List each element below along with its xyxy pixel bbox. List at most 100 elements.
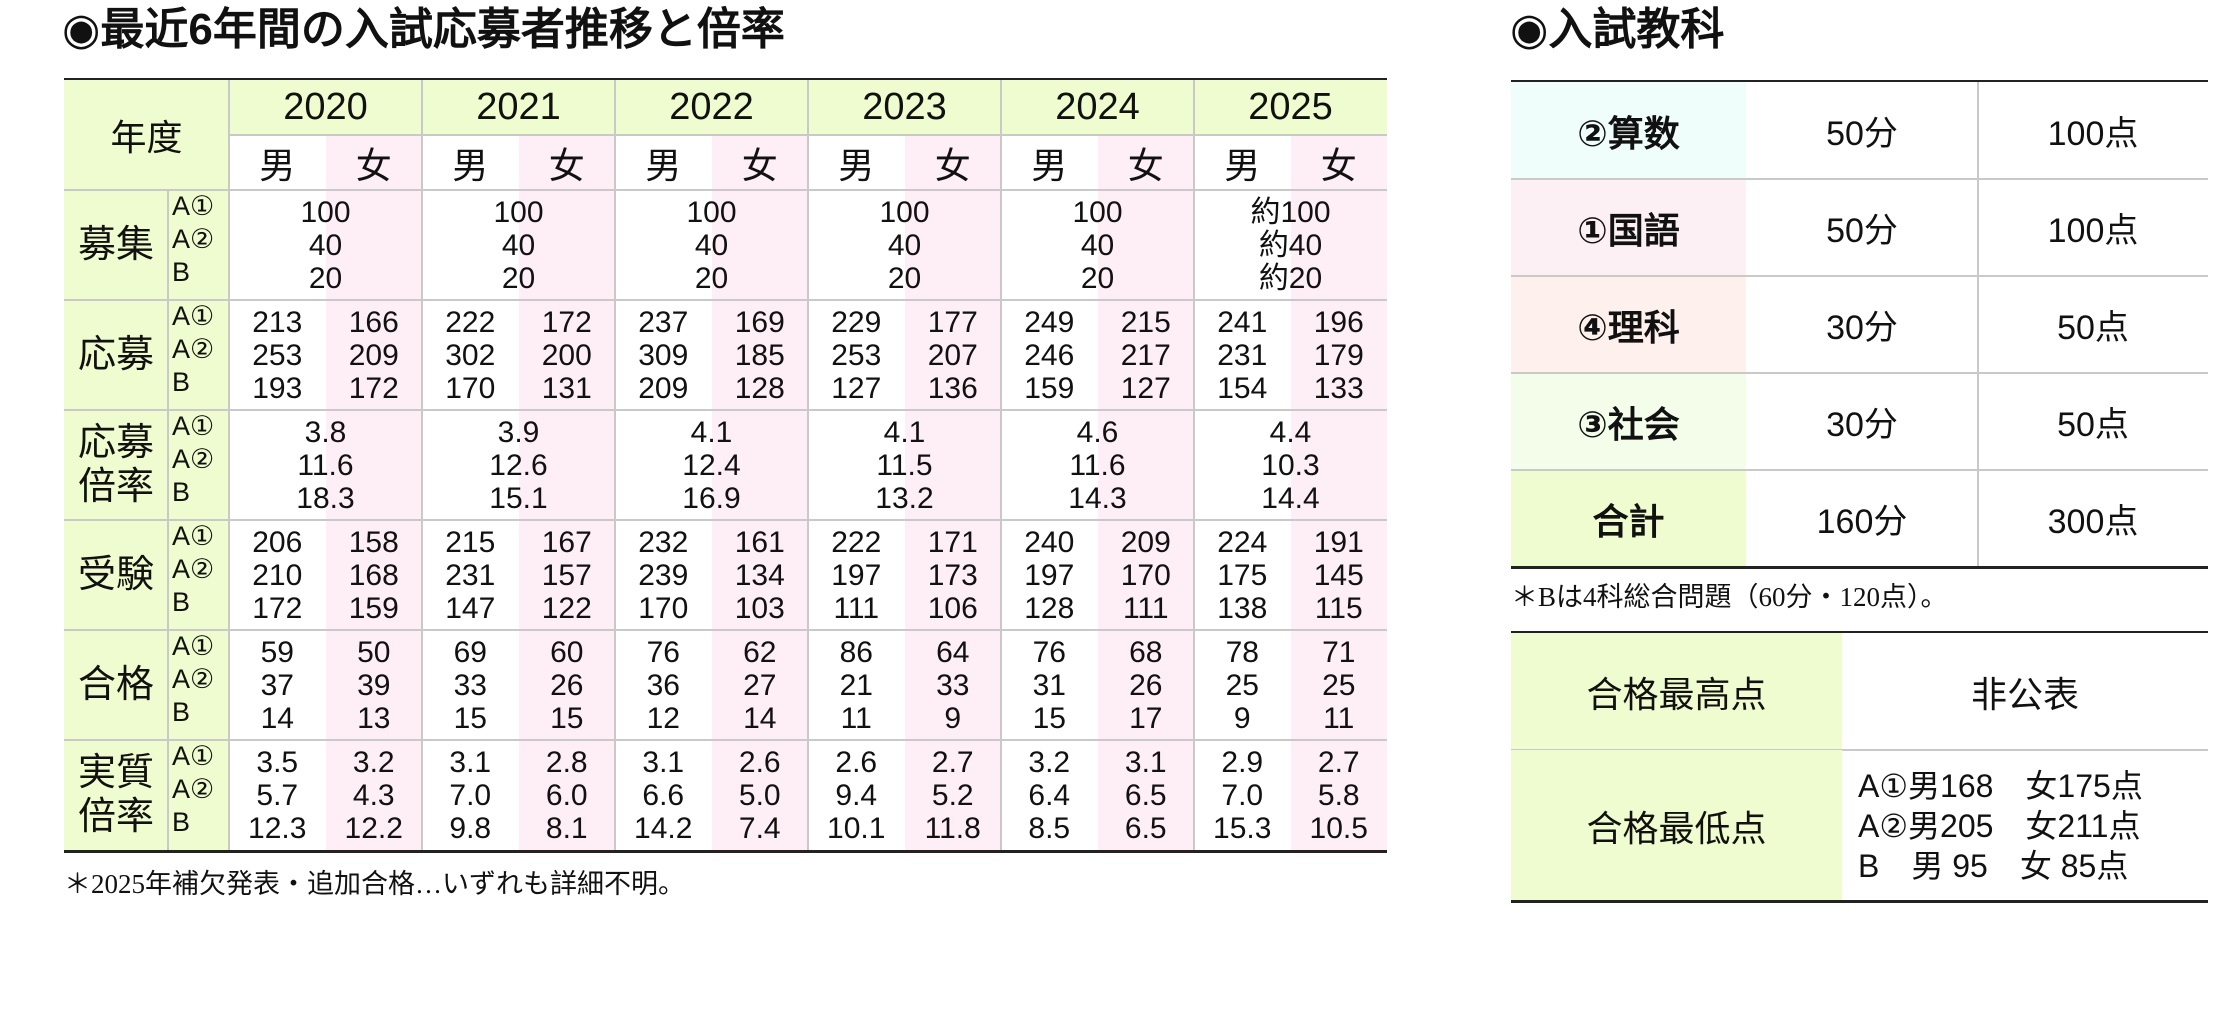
- male-bg: [615, 300, 712, 410]
- value: 40: [308, 228, 343, 262]
- cell-2022-male: 76 36 12: [615, 630, 712, 740]
- male-bg: [1194, 410, 1291, 520]
- female-header: 女: [1290, 135, 1387, 190]
- exam-type-label: A②: [172, 334, 215, 364]
- subject-name: ①国語: [1511, 179, 1746, 276]
- value: 36: [646, 668, 680, 702]
- value: 12.4: [682, 448, 741, 482]
- male-bg: [1001, 630, 1098, 740]
- male-bg: [1001, 300, 1098, 410]
- lowest-score-label: 合格最低点: [1511, 750, 1842, 901]
- grid-line: [1977, 82, 1979, 567]
- value: 76: [1032, 635, 1066, 669]
- female-bg: [325, 520, 422, 630]
- value: 100: [1072, 195, 1123, 229]
- value: 6.5: [1124, 778, 1167, 812]
- male-bg: [615, 190, 712, 300]
- female-bg: [1290, 300, 1387, 410]
- subjects-title: ◉入試教科: [1510, 5, 1725, 54]
- cell-2020-male: 213 253 193: [229, 300, 326, 410]
- value: 161: [734, 525, 785, 559]
- value: 7.0: [449, 778, 492, 812]
- male-bg: [1001, 190, 1098, 300]
- cell-2021-male: 69 33 15: [422, 630, 519, 740]
- value: 3.1: [1124, 745, 1167, 779]
- grid-line: [64, 189, 1387, 191]
- scores-bottom-rule: [1511, 900, 2208, 903]
- exam-type-label: B: [172, 697, 191, 727]
- value: 249: [1024, 305, 1075, 339]
- value: 68: [1129, 635, 1163, 669]
- female-bg: [711, 300, 808, 410]
- year-header-2020: 2020: [229, 80, 422, 135]
- lowest-score-line: B 男 95 女 85点: [1858, 847, 2129, 884]
- female-bg: [711, 410, 808, 520]
- female-bg: [1290, 520, 1387, 630]
- female-bg: [518, 190, 615, 300]
- subjects-bottom-rule: [1511, 566, 2208, 569]
- exam-type-label: A②: [172, 444, 215, 474]
- subject-points: 100点: [2047, 212, 2139, 250]
- value: 20: [501, 261, 536, 295]
- value: 33: [936, 668, 970, 702]
- cell-2021-total: 3.9 12.6 15.1: [422, 410, 615, 520]
- value: 159: [1024, 371, 1075, 405]
- female-bg: [711, 190, 808, 300]
- exam-type-label: B: [172, 367, 191, 397]
- pass-scores-table: 合格最高点 非公表 合格最低点 A①男168 女175点 A②男205 女211点…: [1511, 631, 2208, 903]
- main-table-footnote: ＊2025年補欠発表・追加合格…いずれも詳細不明。: [64, 869, 685, 899]
- value: 20: [887, 261, 922, 295]
- year-header-2025: 2025: [1194, 80, 1387, 135]
- value: 169: [734, 305, 785, 339]
- value: 3.1: [449, 745, 492, 779]
- value: 127: [831, 371, 882, 405]
- value: 2.6: [835, 745, 878, 779]
- value: 18.3: [296, 481, 355, 515]
- exam-type-label: A①: [172, 521, 215, 551]
- cell-2025-total: 約100 約40 約20: [1194, 190, 1387, 300]
- value: 78: [1225, 635, 1259, 669]
- value: 122: [541, 591, 592, 625]
- cell-2024-male: 240 197 128: [1001, 520, 1098, 630]
- value: 21: [839, 668, 873, 702]
- male-bg: [422, 190, 519, 300]
- female-bg: [518, 410, 615, 520]
- cell-2023-female: 2.7 5.2 11.8: [905, 740, 1002, 850]
- cell-2020-female: 166 209 172: [326, 300, 423, 410]
- cell-2024-male: 249 246 159: [1001, 300, 1098, 410]
- exam-type-labels: A① A② B: [168, 740, 229, 850]
- exam-type-label: A①: [172, 301, 215, 331]
- cell-2021-female: 167 157 122: [519, 520, 616, 630]
- male-bg: [229, 630, 326, 740]
- grid-line: [1000, 80, 1002, 850]
- value: 16.9: [682, 481, 741, 515]
- value: 6.5: [1124, 811, 1167, 845]
- value: 62: [743, 635, 777, 669]
- male-header: 男: [1194, 135, 1291, 190]
- subject-time: 160分: [1816, 503, 1908, 541]
- value: 200: [541, 338, 592, 372]
- male-bg: [1001, 740, 1098, 850]
- value: 6.4: [1028, 778, 1071, 812]
- cell-2023-male: 2.6 9.4 10.1: [808, 740, 905, 850]
- male-bg: [615, 410, 712, 520]
- table-top-rule: [64, 78, 1387, 80]
- subject-time: 30分: [1826, 406, 1898, 444]
- value: 40: [694, 228, 729, 262]
- female-bg: [904, 740, 1001, 850]
- value: 59: [260, 635, 294, 669]
- exam-type-label: B: [172, 257, 191, 287]
- male-bg: [1194, 630, 1291, 740]
- value: 106: [927, 591, 978, 625]
- cell-2020-male: 3.5 5.7 12.3: [229, 740, 326, 850]
- value: 158: [348, 525, 399, 559]
- value: 237: [638, 305, 689, 339]
- cell-2021-female: 172 200 131: [519, 300, 616, 410]
- exam-type-label: A②: [172, 554, 215, 584]
- value: 173: [927, 558, 978, 592]
- male-bg: [229, 190, 326, 300]
- female-bg: [1097, 190, 1194, 300]
- value: 232: [638, 525, 689, 559]
- female-bg: [325, 300, 422, 410]
- exam-type-label: A①: [172, 631, 215, 661]
